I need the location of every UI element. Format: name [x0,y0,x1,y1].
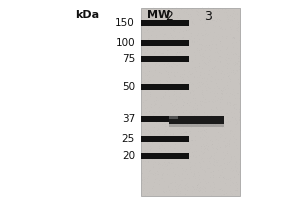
Bar [141,136,189,142]
Text: 75: 75 [122,54,135,64]
Text: 3: 3 [205,10,212,23]
Bar [141,56,189,62]
Text: 50: 50 [122,82,135,92]
Bar [141,8,240,196]
Text: 100: 100 [116,38,135,48]
Text: 2: 2 [166,10,173,23]
Text: 20: 20 [122,151,135,161]
Bar [141,153,189,159]
Bar [169,116,178,119]
Bar [141,116,189,122]
Bar [169,116,224,124]
Bar [141,84,189,90]
Text: 25: 25 [122,134,135,144]
Text: 37: 37 [122,114,135,124]
Bar [141,20,189,26]
Bar [169,124,224,127]
Text: MW: MW [147,10,171,20]
Text: kDa: kDa [75,10,99,20]
Text: 150: 150 [115,18,135,28]
Bar [141,40,189,46]
